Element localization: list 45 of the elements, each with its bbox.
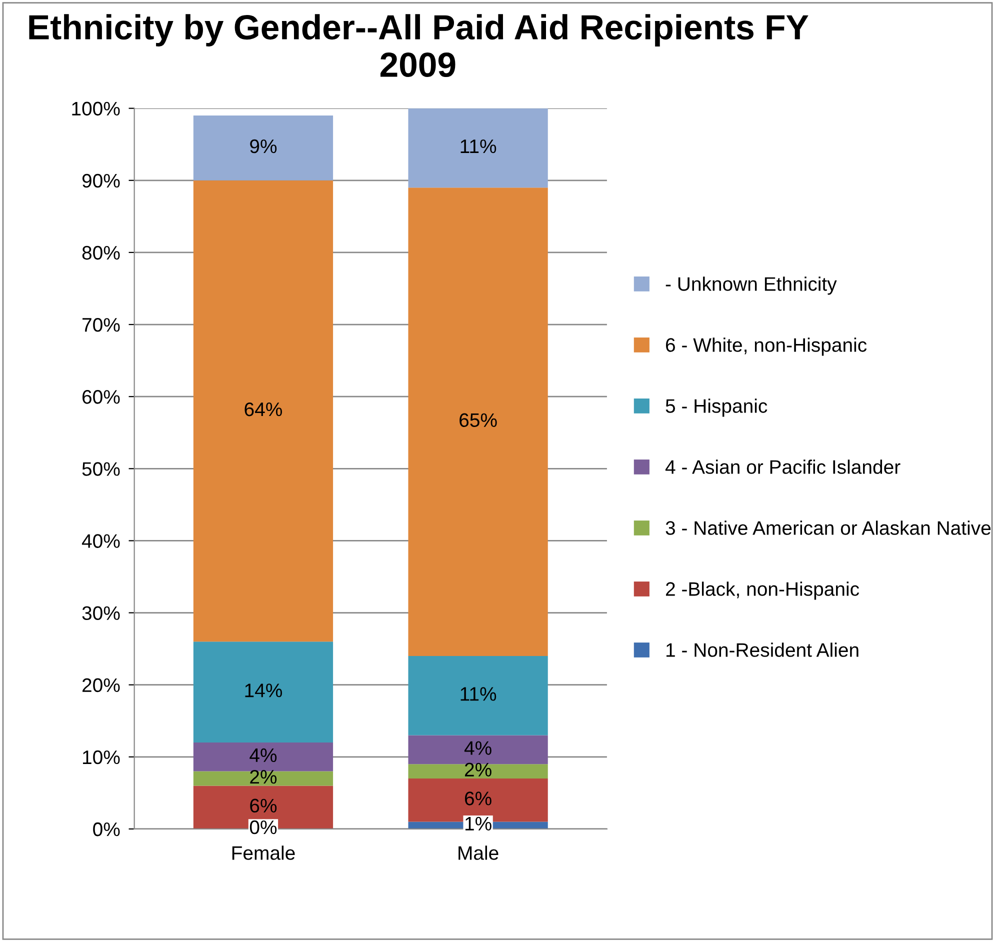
y-tick-label: 40% (82, 534, 120, 548)
bar (408, 735, 548, 764)
legend-label: 3 - Native American or Alaskan Native (666, 520, 991, 535)
text: 64% (244, 402, 282, 416)
bar (408, 764, 548, 779)
y-tick-label: 100% (72, 102, 120, 116)
bar (408, 108, 548, 188)
chart-title: Ethnicity by Gender--All Paid Aid Recipients FY 2009 (29, 14, 808, 78)
text: 1% (465, 816, 492, 830)
text: 0% (250, 820, 277, 834)
bar (193, 642, 334, 742)
text: 11% (460, 140, 496, 154)
text: 6% (464, 792, 492, 806)
bar (193, 116, 334, 180)
bar (408, 656, 548, 736)
text: 65% (460, 413, 497, 428)
text: 2% (250, 770, 277, 784)
bar (408, 188, 548, 656)
y-tick-label: 70% (82, 318, 120, 332)
x-tick-label: Female (232, 846, 295, 860)
text: 14% (245, 684, 282, 698)
text: 6% (250, 798, 277, 813)
legend-label: 2 -Black, non-Hispanic (666, 582, 860, 600)
text: 2% (464, 762, 492, 776)
y-tick-label: 50% (82, 462, 120, 476)
y-tick-label: 90% (82, 174, 120, 188)
y-tick-label: 0% (93, 822, 120, 836)
y-tick-label: 60% (82, 390, 120, 404)
y-tick-label: 10% (83, 750, 120, 764)
text: 4% (464, 741, 492, 755)
bar (193, 742, 334, 772)
legend-label: 1 - Non-Resident Alien (666, 642, 858, 657)
y-tick-label: 20% (82, 678, 120, 692)
text: 11% (460, 687, 496, 701)
legend-label: 4 - Asian or Pacific Islander (665, 460, 900, 474)
legend-label: - Unknown Ethnicity (666, 276, 837, 295)
y-tick-label: 80% (82, 246, 120, 260)
text: 9% (250, 139, 277, 154)
y-tick-label: 30% (82, 606, 120, 620)
bar (193, 180, 334, 642)
text: 4% (250, 748, 277, 762)
bar (193, 771, 334, 786)
x-tick-label: Male (458, 846, 498, 860)
legend-label: 5 - Hispanic (666, 398, 768, 417)
legend-label: 6 - White, non-Hispanic (666, 338, 867, 356)
